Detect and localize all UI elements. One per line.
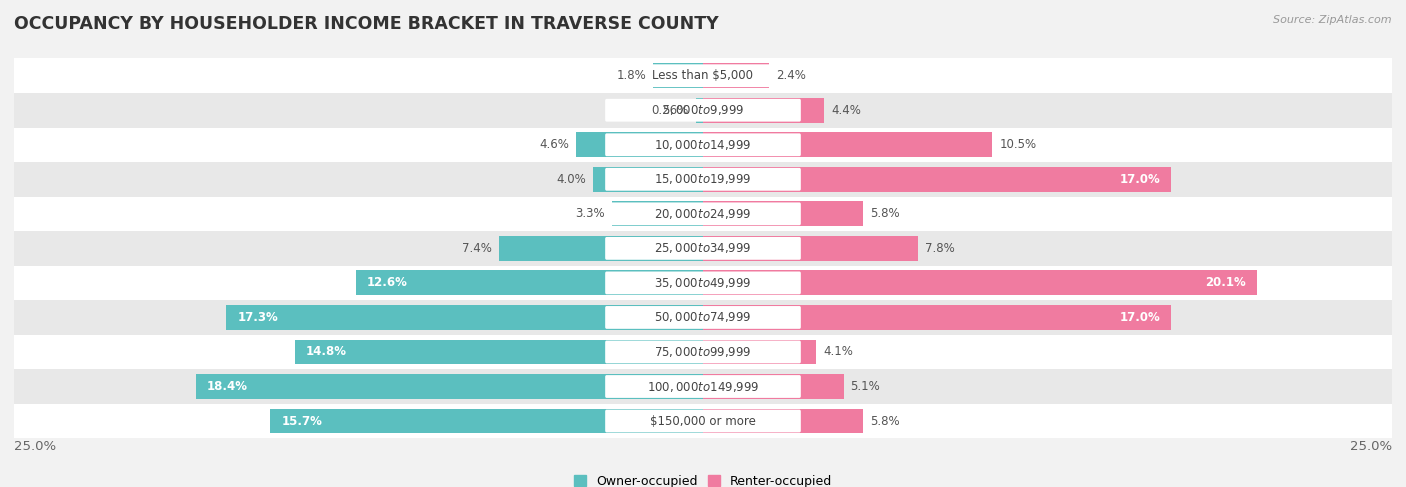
Bar bbox=[356, 270, 703, 295]
FancyBboxPatch shape bbox=[605, 203, 801, 225]
Text: 5.1%: 5.1% bbox=[851, 380, 880, 393]
FancyBboxPatch shape bbox=[14, 58, 1392, 93]
Text: 4.4%: 4.4% bbox=[831, 104, 860, 117]
FancyBboxPatch shape bbox=[605, 168, 801, 191]
FancyBboxPatch shape bbox=[14, 369, 1392, 404]
Text: 1.8%: 1.8% bbox=[617, 69, 647, 82]
Text: $50,000 to $74,999: $50,000 to $74,999 bbox=[654, 310, 752, 324]
FancyBboxPatch shape bbox=[605, 133, 801, 156]
Bar bbox=[593, 167, 703, 192]
Bar bbox=[295, 339, 703, 364]
FancyBboxPatch shape bbox=[14, 231, 1392, 265]
FancyBboxPatch shape bbox=[14, 197, 1392, 231]
Bar bbox=[703, 202, 863, 226]
FancyBboxPatch shape bbox=[14, 93, 1392, 128]
Bar bbox=[654, 63, 703, 88]
FancyBboxPatch shape bbox=[14, 128, 1392, 162]
Bar bbox=[270, 409, 703, 433]
Legend: Owner-occupied, Renter-occupied: Owner-occupied, Renter-occupied bbox=[568, 470, 838, 487]
Text: 4.6%: 4.6% bbox=[540, 138, 569, 151]
FancyBboxPatch shape bbox=[14, 162, 1392, 197]
FancyBboxPatch shape bbox=[14, 265, 1392, 300]
Bar bbox=[499, 236, 703, 261]
FancyBboxPatch shape bbox=[605, 340, 801, 363]
Bar bbox=[226, 305, 703, 330]
Text: 17.0%: 17.0% bbox=[1119, 173, 1160, 186]
Text: Less than $5,000: Less than $5,000 bbox=[652, 69, 754, 82]
Text: Source: ZipAtlas.com: Source: ZipAtlas.com bbox=[1274, 15, 1392, 25]
FancyBboxPatch shape bbox=[605, 237, 801, 260]
Text: 4.1%: 4.1% bbox=[823, 345, 853, 358]
Text: $10,000 to $14,999: $10,000 to $14,999 bbox=[654, 138, 752, 152]
Text: 10.5%: 10.5% bbox=[1000, 138, 1036, 151]
Text: $75,000 to $99,999: $75,000 to $99,999 bbox=[654, 345, 752, 359]
Bar bbox=[195, 374, 703, 399]
Bar bbox=[703, 132, 993, 157]
Text: $15,000 to $19,999: $15,000 to $19,999 bbox=[654, 172, 752, 187]
Text: 25.0%: 25.0% bbox=[1350, 440, 1392, 453]
Text: $5,000 to $9,999: $5,000 to $9,999 bbox=[662, 103, 744, 117]
Text: 17.0%: 17.0% bbox=[1119, 311, 1160, 324]
Bar bbox=[703, 270, 1257, 295]
FancyBboxPatch shape bbox=[605, 306, 801, 329]
Text: $100,000 to $149,999: $100,000 to $149,999 bbox=[647, 379, 759, 393]
Text: 12.6%: 12.6% bbox=[367, 277, 408, 289]
Bar bbox=[703, 339, 815, 364]
Text: $20,000 to $24,999: $20,000 to $24,999 bbox=[654, 207, 752, 221]
FancyBboxPatch shape bbox=[14, 404, 1392, 438]
Text: 15.7%: 15.7% bbox=[281, 414, 322, 428]
Text: 18.4%: 18.4% bbox=[207, 380, 247, 393]
Text: 7.4%: 7.4% bbox=[463, 242, 492, 255]
Text: 3.3%: 3.3% bbox=[575, 207, 605, 220]
Bar bbox=[703, 305, 1171, 330]
Bar bbox=[696, 98, 703, 123]
Bar bbox=[612, 202, 703, 226]
Text: 20.1%: 20.1% bbox=[1205, 277, 1246, 289]
FancyBboxPatch shape bbox=[605, 410, 801, 432]
Text: OCCUPANCY BY HOUSEHOLDER INCOME BRACKET IN TRAVERSE COUNTY: OCCUPANCY BY HOUSEHOLDER INCOME BRACKET … bbox=[14, 15, 718, 33]
Text: 4.0%: 4.0% bbox=[557, 173, 586, 186]
Text: 25.0%: 25.0% bbox=[14, 440, 56, 453]
Bar bbox=[703, 374, 844, 399]
FancyBboxPatch shape bbox=[605, 375, 801, 398]
Text: 17.3%: 17.3% bbox=[238, 311, 278, 324]
Bar bbox=[703, 63, 769, 88]
Bar bbox=[703, 409, 863, 433]
Text: $25,000 to $34,999: $25,000 to $34,999 bbox=[654, 242, 752, 255]
Bar bbox=[703, 98, 824, 123]
FancyBboxPatch shape bbox=[605, 99, 801, 122]
Text: $150,000 or more: $150,000 or more bbox=[650, 414, 756, 428]
Text: 5.8%: 5.8% bbox=[870, 414, 900, 428]
Bar bbox=[576, 132, 703, 157]
Text: 0.26%: 0.26% bbox=[652, 104, 689, 117]
Bar bbox=[703, 236, 918, 261]
Text: 14.8%: 14.8% bbox=[307, 345, 347, 358]
Text: 7.8%: 7.8% bbox=[925, 242, 955, 255]
Bar bbox=[703, 167, 1171, 192]
Text: 2.4%: 2.4% bbox=[776, 69, 806, 82]
Text: 5.8%: 5.8% bbox=[870, 207, 900, 220]
FancyBboxPatch shape bbox=[14, 300, 1392, 335]
Text: $35,000 to $49,999: $35,000 to $49,999 bbox=[654, 276, 752, 290]
FancyBboxPatch shape bbox=[14, 335, 1392, 369]
FancyBboxPatch shape bbox=[605, 272, 801, 294]
FancyBboxPatch shape bbox=[605, 64, 801, 87]
